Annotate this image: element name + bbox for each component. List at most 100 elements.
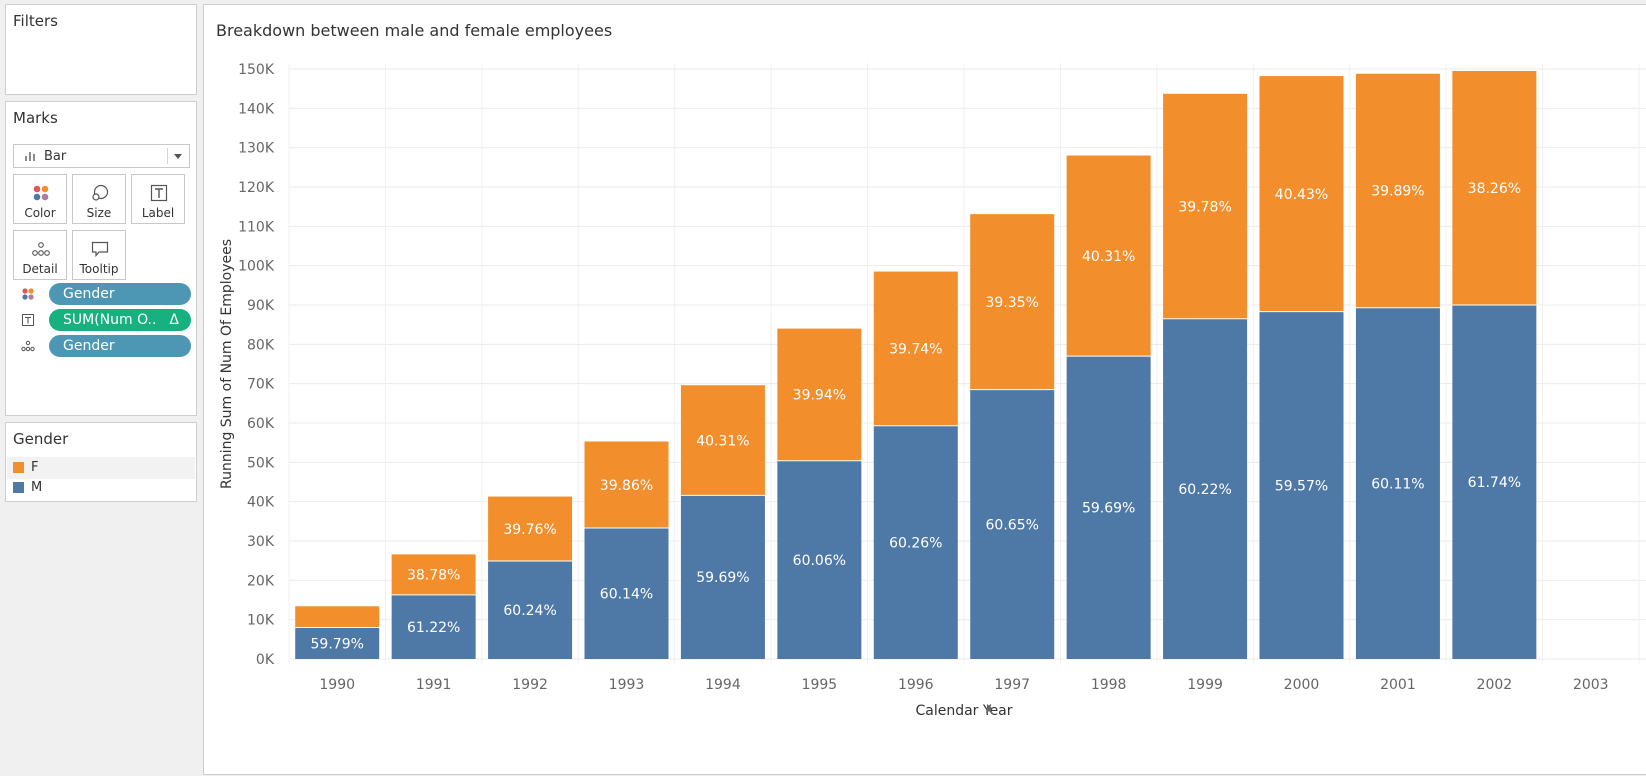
- x-tick-label: 2001: [1380, 677, 1416, 693]
- stacked-bar-chart: 0K 10K 20K 30K 40K 50K 60K 70K 80K 90K 100K 110K 120…: [219, 62, 1646, 719]
- y-tick-label: 80K: [247, 337, 275, 353]
- chart-pane: Breakdown between male and female employ…: [203, 4, 1646, 775]
- bar-m-1995: [777, 460, 862, 659]
- bar-label-f-1996: 39.74%: [889, 342, 942, 358]
- bar-label-f-1999: 39.78%: [1178, 199, 1231, 215]
- bar-label-f-1995: 39.94%: [793, 388, 846, 404]
- x-tick-label: 1994: [705, 677, 741, 693]
- size-button-label: Size: [86, 206, 112, 220]
- x-tick-label: 1997: [994, 677, 1030, 693]
- detail-button-label: Detail: [22, 262, 58, 276]
- bar-label-m-1991: 61.22%: [407, 620, 460, 636]
- y-tick-label: 150K: [238, 62, 275, 78]
- filters-title: Filters: [13, 12, 58, 30]
- y-axis-title: Running Sum of Num Of Employees: [219, 239, 235, 489]
- size-button[interactable]: Size: [72, 174, 126, 224]
- bar-m-1993: [584, 528, 669, 659]
- bar-label-m-1992: 60.24%: [503, 603, 556, 619]
- x-tick-label: 1998: [1091, 677, 1127, 693]
- bar-label-m-1994: 59.69%: [696, 570, 749, 586]
- filters-shelf[interactable]: Filters: [5, 4, 197, 95]
- detail-button[interactable]: Detail: [13, 230, 67, 280]
- tooltip-button[interactable]: Tooltip: [72, 230, 126, 280]
- x-tick-label: 2002: [1477, 677, 1513, 693]
- x-tick-label: 1991: [416, 677, 452, 693]
- bar-label-m-1993: 60.14%: [600, 587, 653, 603]
- bar-f-2002: [1452, 70, 1537, 305]
- x-tick-label: 1995: [802, 677, 838, 693]
- y-tick-label: 140K: [238, 101, 275, 117]
- bar-m-1999: [1163, 318, 1248, 659]
- bar-label-m-1995: 60.06%: [793, 553, 846, 569]
- bar-f-1995: [777, 328, 862, 461]
- chevron-down-icon[interactable]: [174, 154, 182, 159]
- bar-label-f-1998: 40.31%: [1082, 249, 1135, 265]
- bar-label-f-1997: 39.35%: [986, 295, 1039, 311]
- bar-f-1992: [488, 496, 573, 562]
- bar-m-2001: [1355, 307, 1440, 659]
- bar-label-f-2001: 39.89%: [1371, 184, 1424, 200]
- bar-label-m-1998: 59.69%: [1082, 501, 1135, 517]
- x-tick-label: 2000: [1284, 677, 1320, 693]
- y-tick-label: 10K: [247, 613, 275, 629]
- bar-m-1990: [295, 627, 380, 659]
- color-button[interactable]: Color: [13, 174, 67, 224]
- bar-f-1997: [970, 214, 1055, 390]
- bar-label-m-1999: 60.22%: [1178, 482, 1231, 498]
- bar-f-1994: [680, 385, 765, 496]
- legend-title: Gender: [13, 430, 69, 448]
- table-calc-delta-icon: Δ: [169, 312, 179, 328]
- y-tick-label: 90K: [247, 298, 275, 314]
- bar-f-1993: [584, 441, 669, 529]
- label-button[interactable]: Label: [131, 174, 185, 224]
- bar-label-f-2002: 38.26%: [1468, 181, 1521, 197]
- x-axis-title: Calendar Year: [915, 703, 1012, 719]
- y-tick-label: 120K: [238, 180, 275, 196]
- bar-label-f-2000: 40.43%: [1275, 187, 1328, 203]
- tooltip-button-label: Tooltip: [79, 262, 119, 276]
- detail-icon: [32, 242, 50, 256]
- x-tick-label: 2003: [1573, 677, 1609, 693]
- bar-f-1999: [1163, 93, 1248, 319]
- sum-num-employees-pill[interactable]: SUM(Num O.. Δ: [49, 309, 191, 331]
- text-label-icon: [22, 314, 34, 326]
- gender-legend: Gender F M: [5, 422, 197, 502]
- bar-label-m-1997: 60.65%: [986, 517, 1039, 533]
- bar-label-m-2001: 60.11%: [1371, 476, 1424, 492]
- bar-m-2002: [1452, 305, 1537, 659]
- bar-f-2001: [1355, 73, 1440, 308]
- bar-m-1997: [970, 389, 1055, 659]
- x-tick-label: 1996: [898, 677, 934, 693]
- mark-type-value: Bar: [44, 149, 67, 164]
- bar-f-1990: [295, 606, 380, 628]
- size-icon: [92, 184, 109, 201]
- bar-label-f-1992: 39.76%: [503, 522, 556, 538]
- bar-label-m-1996: 60.26%: [889, 535, 942, 551]
- bar-label-m-1990: 59.79%: [311, 636, 364, 652]
- bar-label-m-2000: 59.57%: [1275, 478, 1328, 494]
- bar-m-1994: [680, 495, 765, 659]
- gender-color-pill[interactable]: Gender: [49, 283, 191, 305]
- x-tick-label: 1990: [319, 677, 355, 693]
- bar-f-1998: [1066, 155, 1151, 357]
- detail-icon: [21, 340, 35, 352]
- y-tick-label: 130K: [238, 141, 275, 157]
- x-tick-label: 1999: [1187, 677, 1223, 693]
- bar-f-1991: [391, 554, 476, 595]
- bar-label-f-1993: 39.86%: [600, 478, 653, 494]
- color-icon: [33, 185, 49, 201]
- y-tick-label: 50K: [247, 455, 275, 471]
- y-tick-label: 20K: [247, 573, 275, 589]
- bar-label-f-1991: 38.78%: [407, 568, 460, 584]
- mark-type-dropdown[interactable]: Bar: [13, 144, 190, 168]
- bar-m-1992: [488, 561, 573, 659]
- y-tick-label: 70K: [247, 377, 275, 393]
- bar-m-1991: [391, 594, 476, 659]
- bar-m-1996: [873, 425, 958, 659]
- bar-label-m-2002: 61.74%: [1468, 475, 1521, 491]
- pin-icon: [987, 704, 994, 715]
- label-button-label: Label: [141, 206, 175, 220]
- x-tick-label: 1993: [609, 677, 645, 693]
- bar-m-2000: [1259, 311, 1344, 659]
- gender-detail-pill[interactable]: Gender: [49, 335, 191, 357]
